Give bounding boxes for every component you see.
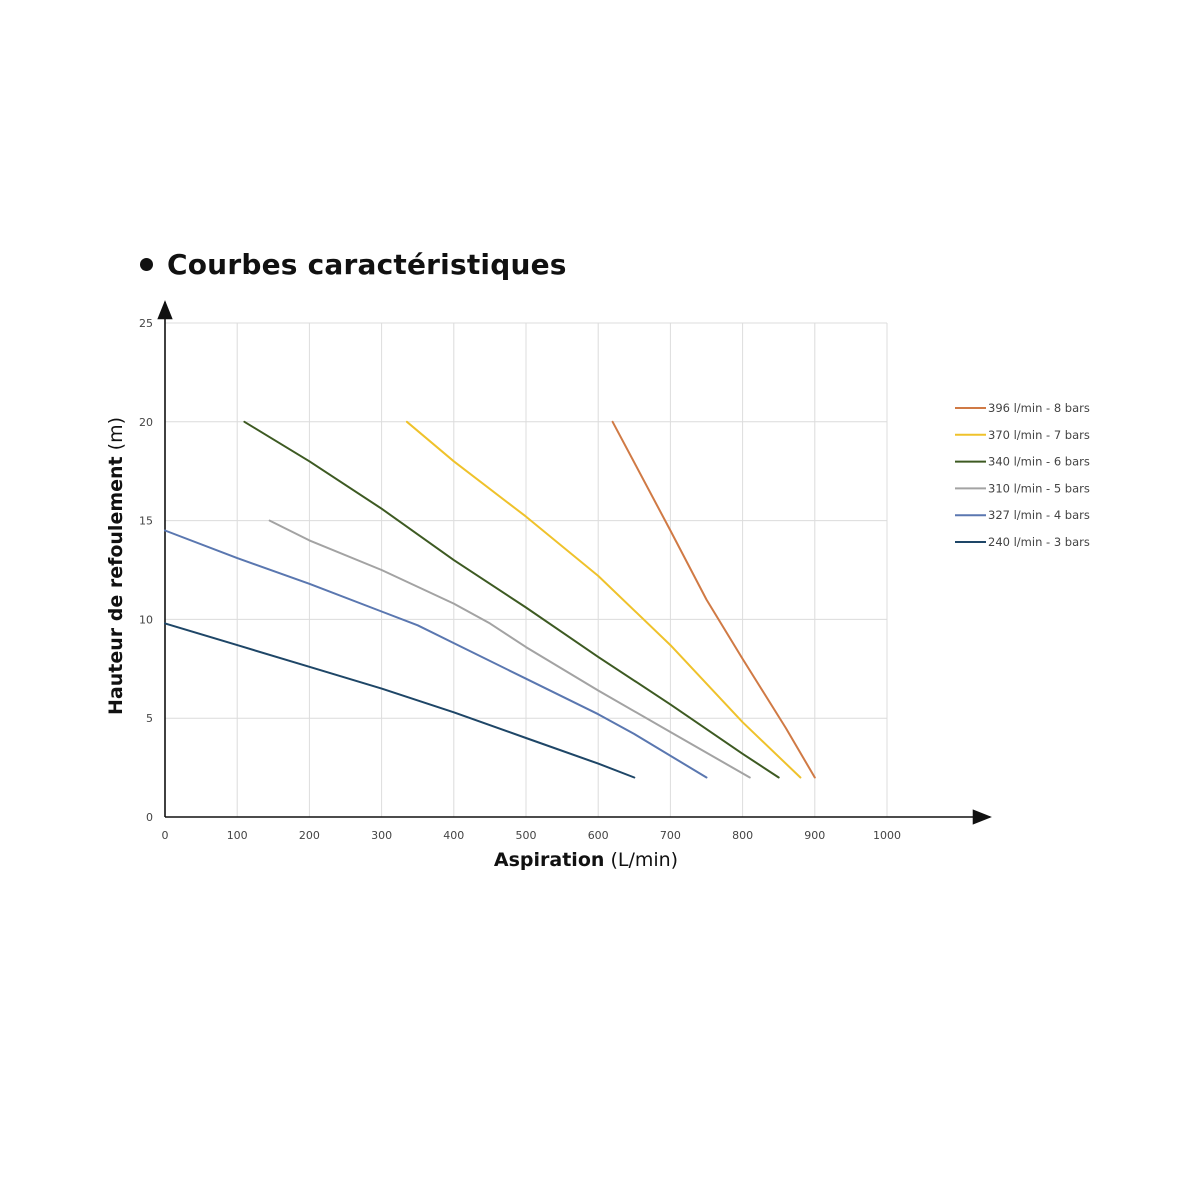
legend-entry-4: 310 l/min - 5 bars <box>988 481 1090 495</box>
legend: 396 l/min - 8 bars 370 l/min - 7 bars 340 … <box>955 401 1090 549</box>
legend-entry-5: 327 l/min - 4 bars <box>988 508 1090 522</box>
series-line-6 <box>164 622 636 779</box>
x-tick-label: 800 <box>732 829 753 842</box>
y-tick-label: 10 <box>139 613 153 626</box>
x-tick-label: 1000 <box>873 829 901 842</box>
x-tick-label: 500 <box>516 829 537 842</box>
x-tick-label: 900 <box>804 829 825 842</box>
series-line-3 <box>243 420 780 779</box>
series-line-1 <box>611 420 816 779</box>
chart-title: Courbes caractéristiques <box>167 248 567 281</box>
x-tick-label: 0 <box>162 829 169 842</box>
legend-entry-2: 370 l/min - 7 bars <box>988 428 1090 442</box>
x-tick-label: 400 <box>443 829 464 842</box>
series-line-4 <box>268 519 751 779</box>
legend-entry-1: 396 l/min - 8 bars <box>988 401 1090 415</box>
y-tick-label: 20 <box>139 416 153 429</box>
grid <box>165 322 888 817</box>
axis-titles: Aspiration (L/min) Hauteur de refoulement… <box>105 417 678 871</box>
y-axis-title: Hauteur de refoulement (m) <box>105 417 127 715</box>
x-tick-label: 700 <box>660 829 681 842</box>
legend-entry-6: 240 l/min - 3 bars <box>988 535 1090 549</box>
x-axis-title: Aspiration (L/min) <box>494 849 678 871</box>
y-tick-label: 15 <box>139 515 153 528</box>
x-tick-label: 600 <box>588 829 609 842</box>
series-line-5 <box>164 529 708 779</box>
axes <box>157 300 992 825</box>
x-tick-label: 300 <box>371 829 392 842</box>
x-tick-label: 200 <box>299 829 320 842</box>
y-tick-label: 0 <box>146 811 153 824</box>
chart-heading: Courbes caractéristiques <box>140 248 567 281</box>
bullet-icon <box>140 258 153 271</box>
tick-labels: 0 100 200 300 400 500 600 700 800 900 1000 0 5 10 15 20… <box>139 317 901 842</box>
y-tick-label: 25 <box>139 317 153 330</box>
x-tick-label: 100 <box>227 829 248 842</box>
series-lines <box>164 420 816 779</box>
y-tick-label: 5 <box>146 712 153 725</box>
series-line-2 <box>405 420 802 779</box>
legend-entry-3: 340 l/min - 6 bars <box>988 455 1090 469</box>
